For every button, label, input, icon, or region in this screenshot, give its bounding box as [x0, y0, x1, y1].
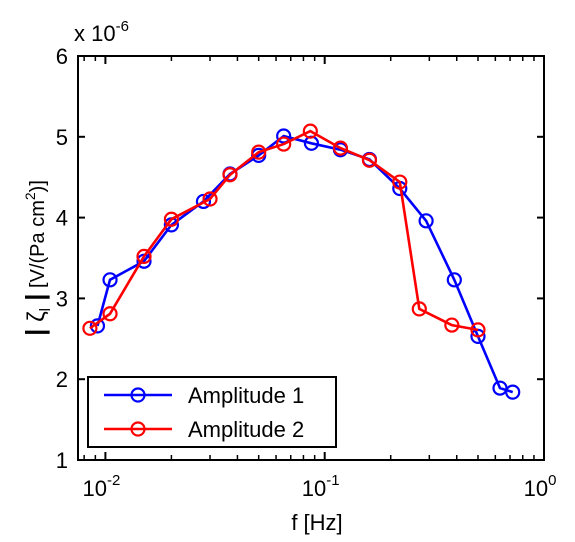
data-point-marker [195, 193, 212, 210]
y-axis-label: | ζl | [V/(Pa cm2)] [20, 180, 54, 336]
data-point-marker [202, 191, 218, 207]
data-point-marker [470, 322, 486, 338]
data-point-marker [276, 136, 292, 152]
data-point-marker [102, 272, 118, 288]
data-point-marker [392, 174, 408, 190]
data-point-marker [361, 152, 378, 168]
data-point-marker [102, 306, 118, 322]
plot-lines [82, 123, 521, 400]
y-tick-label: 1 [56, 448, 68, 473]
data-point-marker [222, 167, 238, 183]
y-tick-label: 2 [56, 367, 68, 392]
y-tick-label: 3 [56, 286, 68, 311]
x-axis-label: f [Hz] [291, 510, 342, 535]
data-point-marker [251, 144, 267, 160]
axis-labels: x 10-6 f [Hz] | ζl | [V/(Pa cm2)] [20, 18, 343, 535]
data-point-marker [136, 248, 152, 264]
data-point-marker [418, 213, 434, 229]
data-point-marker [446, 272, 462, 288]
data-point-marker [411, 301, 427, 317]
series-line [96, 134, 514, 394]
data-point-marker [89, 318, 106, 334]
legend-box [87, 376, 337, 448]
x-tick-label: 10-2 [82, 472, 120, 501]
legend-marker [130, 387, 146, 403]
legend-entry-label: Amplitude 1 [188, 383, 304, 408]
y-tick-label: 4 [56, 206, 68, 231]
x-tick-label: 10-1 [302, 472, 340, 501]
x-tick-label: 100 [524, 472, 557, 501]
y-tick-label: 6 [56, 44, 68, 69]
y-multiplier-label: x 10-6 [74, 18, 129, 46]
data-point-marker [332, 140, 349, 156]
series-line [89, 129, 479, 332]
data-point-marker [276, 128, 292, 144]
data-point-marker [302, 123, 318, 139]
y-tick-label: 5 [56, 125, 68, 150]
data-point-marker [505, 384, 521, 400]
legend-entry-label: Amplitude 2 [188, 417, 304, 442]
data-point-marker [163, 211, 180, 227]
legend: Amplitude 1 Amplitude 2 [87, 376, 337, 448]
data-point-marker [82, 320, 98, 336]
data-point-marker [444, 317, 460, 333]
legend-marker [130, 421, 146, 437]
